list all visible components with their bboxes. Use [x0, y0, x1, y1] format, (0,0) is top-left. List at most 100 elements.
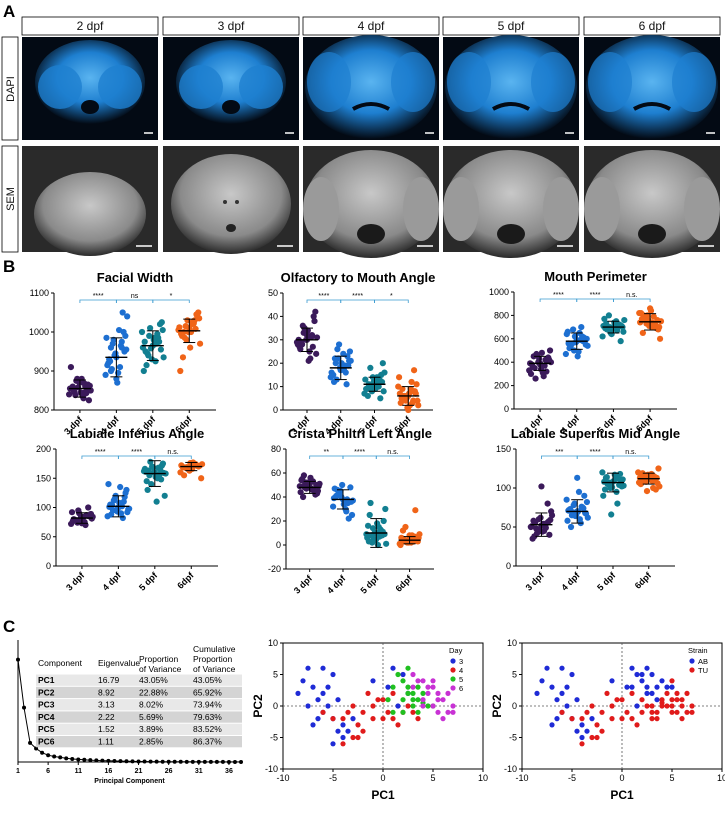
y-tick-label: 100 [36, 503, 51, 513]
dapi-row-label-box [1, 36, 19, 141]
significance-bracket [539, 298, 578, 302]
data-point [320, 690, 326, 697]
sem-eye [303, 177, 339, 241]
plot-title: Mouth Perimeter [544, 269, 647, 284]
significance-label: **** [352, 293, 363, 300]
scree-point [52, 754, 57, 759]
data-point [310, 313, 317, 320]
data-point [574, 728, 580, 734]
data-point [405, 665, 411, 671]
y-tick-label: -5 [509, 733, 517, 743]
data-point [445, 709, 451, 715]
significance-label: n.s. [626, 292, 637, 299]
data-point [410, 684, 416, 690]
data-point [307, 474, 314, 481]
data-point [395, 703, 401, 709]
data-point [335, 697, 341, 703]
data-point [340, 741, 346, 747]
data-point [347, 484, 354, 491]
data-point [343, 508, 350, 515]
data-point [679, 697, 685, 703]
scree-point [166, 759, 171, 764]
data-point [297, 346, 304, 353]
dapi-eye [672, 52, 716, 112]
data-point [369, 539, 376, 546]
scree-point [214, 759, 219, 764]
data-point [345, 515, 352, 522]
y-tick-label: 10 [268, 382, 278, 392]
data-point [75, 507, 82, 514]
data-point [410, 690, 416, 697]
data-point [554, 697, 560, 703]
scree-point [142, 759, 147, 764]
data-point [313, 334, 321, 341]
data-point [567, 343, 574, 351]
sem-eye [543, 177, 579, 241]
data-point [601, 478, 608, 485]
data-point [330, 503, 337, 510]
data-point [564, 517, 571, 524]
sem-head [305, 150, 437, 258]
data-point [85, 504, 92, 511]
x-tick-label: 5 dpf [137, 570, 160, 593]
legend-marker [450, 658, 456, 664]
data-point [374, 520, 381, 527]
y-tick-label: 1100 [30, 288, 49, 298]
table-cell: 3.13 [98, 700, 115, 710]
data-point [654, 716, 660, 722]
data-point [619, 476, 626, 483]
data-point [330, 495, 338, 502]
data-point [161, 492, 168, 499]
dapi-eye [531, 52, 575, 112]
data-point [370, 703, 376, 709]
data-point [579, 734, 585, 741]
data-point [350, 716, 356, 722]
data-point [654, 709, 660, 715]
data-point [69, 517, 77, 525]
data-point [77, 389, 84, 396]
data-point [390, 716, 396, 722]
dapi-eye [38, 65, 82, 109]
data-point [529, 535, 536, 542]
data-point [643, 488, 651, 495]
table-cell: 3.89% [139, 724, 164, 734]
data-point [345, 728, 351, 734]
data-point [379, 360, 386, 367]
scree-point [172, 759, 177, 764]
data-point [420, 697, 426, 703]
y-tick-label: 800 [34, 405, 49, 415]
y-axis-label: PC2 [490, 694, 504, 718]
data-point [378, 371, 385, 378]
data-point [546, 531, 553, 538]
data-point [187, 344, 194, 351]
data-point [415, 402, 422, 409]
significance-bracket [154, 455, 192, 459]
data-point [157, 346, 165, 353]
data-point [298, 477, 305, 484]
sem-image [163, 146, 299, 254]
y-tick-label: -20 [268, 564, 281, 574]
y-tick-label: 0 [273, 405, 278, 415]
data-point [411, 388, 419, 395]
data-point [158, 319, 165, 326]
x-tick-label: 3 dpf [292, 573, 315, 596]
data-point [594, 722, 600, 728]
significance-bracket [576, 298, 614, 302]
data-point [649, 716, 655, 722]
data-point [305, 357, 312, 364]
sem-head [586, 150, 718, 258]
data-point [390, 709, 396, 715]
x-tick-label: 11 [75, 768, 83, 775]
data-point [405, 703, 411, 709]
data-point [300, 678, 306, 684]
scree-point [239, 759, 243, 764]
data-point [435, 697, 441, 703]
data-point [608, 511, 615, 518]
data-point [153, 498, 160, 505]
data-point [385, 709, 391, 715]
table-cell: 16.79 [98, 675, 120, 685]
data-point [629, 665, 635, 671]
data-point [143, 362, 150, 369]
data-point [669, 684, 675, 690]
y-tick-label: 5 [512, 670, 517, 680]
